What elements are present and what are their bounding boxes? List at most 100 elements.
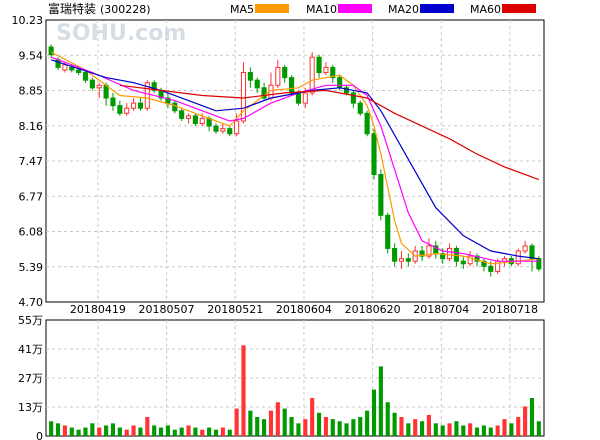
candle-body (234, 120, 240, 135)
candle (137, 98, 144, 111)
candle (536, 256, 542, 272)
stock-code: (300228) (100, 3, 151, 16)
volume-bar (488, 427, 493, 436)
volume-bar (399, 417, 404, 436)
volume-bar (296, 423, 301, 436)
volume-bar (186, 425, 191, 436)
volume-bar (310, 398, 315, 436)
price-y-tick-label: 9.54 (19, 49, 44, 62)
volume-bar (220, 427, 225, 436)
volume-bar (234, 408, 239, 436)
volume-bar (255, 417, 260, 436)
volume-y-tick-label: 41万 (18, 343, 43, 356)
price-y-axis: 10.23 9.54 8.85 8.16 7.47 6.77 6.08 5.39 4.70 (12, 14, 44, 309)
candle (82, 69, 89, 83)
candle-body (131, 102, 137, 109)
volume-bar (502, 419, 507, 436)
volume-bar (227, 429, 232, 436)
candle (131, 98, 137, 111)
candle-body (76, 69, 82, 74)
candle-body (62, 64, 68, 71)
volume-bar (523, 406, 528, 436)
volume-bar (461, 425, 466, 436)
candle (96, 82, 102, 99)
candle (357, 100, 363, 116)
candle-body (275, 66, 281, 86)
candle-body (48, 46, 54, 56)
moving-average-lines (50, 51, 540, 265)
watermark: SOHU.com (56, 21, 186, 46)
candle (144, 80, 150, 111)
candle-body (82, 72, 89, 81)
legend: MA5 MA10 MA20 MA60 (230, 3, 536, 16)
candle (172, 100, 178, 114)
volume-bar (454, 421, 459, 436)
candle-body (309, 56, 315, 94)
candle (392, 243, 398, 267)
candle (522, 240, 528, 254)
candle-body (240, 72, 247, 122)
candle (124, 103, 130, 116)
volume-bar (433, 423, 438, 436)
volume-bar (495, 425, 500, 436)
candle-body (103, 84, 109, 99)
legend-swatch-ma10 (338, 4, 372, 13)
volume-bar (172, 429, 177, 436)
volume-bar (447, 423, 452, 436)
candle (460, 256, 466, 269)
candle-body (330, 66, 336, 79)
candle (316, 54, 322, 78)
volume-bar (289, 417, 294, 436)
volume-bar (83, 427, 88, 436)
candle-body (488, 265, 494, 272)
ma-line-ma10 (50, 56, 539, 262)
volume-bar (378, 366, 383, 436)
candle-body (378, 174, 384, 216)
candle (515, 248, 521, 267)
volume-bar (337, 421, 342, 436)
volume-bar (262, 419, 267, 436)
volume-bar (268, 410, 274, 436)
candle (275, 59, 281, 88)
candle-body (405, 258, 411, 262)
volume-y-axis: 55万 41万 27万 13万 0 (18, 314, 43, 440)
candle (192, 113, 198, 127)
candle (378, 169, 384, 221)
candle (48, 44, 54, 58)
candle-body (392, 247, 398, 262)
price-x-axis: 20180419 20180507 20180521 20180604 20180620… (70, 303, 538, 316)
price-x-tick-label: 20180507 (139, 303, 195, 316)
candle-body (467, 255, 473, 265)
volume-bar (62, 425, 67, 436)
candle (220, 123, 226, 134)
candle-body (337, 77, 343, 89)
candle (323, 62, 329, 76)
price-y-tick-label: 4.70 (19, 296, 44, 309)
legend-swatch-ma5 (255, 4, 289, 13)
volume-bar (536, 421, 541, 436)
legend-label-ma20: MA20 (388, 3, 419, 16)
volume-bar (344, 423, 349, 436)
candle-body (481, 260, 487, 267)
ma-line-ma60 (119, 84, 540, 181)
volume-bar (55, 423, 61, 436)
candle-body (227, 128, 233, 135)
volume-bar (97, 427, 102, 436)
candle (467, 251, 473, 267)
volume-bar (316, 412, 322, 436)
candle-body (179, 110, 185, 119)
candle-body (419, 250, 425, 257)
legend-label-ma10: MA10 (306, 3, 337, 16)
price-y-tick-label: 5.39 (19, 261, 44, 274)
price-y-tick-label: 10.23 (12, 14, 44, 27)
price-x-tick-label: 20180718 (482, 303, 538, 316)
candle (419, 245, 425, 262)
candle (185, 113, 192, 124)
volume-bar (351, 419, 356, 436)
candle-body (426, 245, 432, 257)
volume-bar (110, 423, 116, 436)
candle-body (261, 87, 267, 99)
volume-bar (303, 419, 308, 436)
volume-bar (158, 427, 164, 436)
